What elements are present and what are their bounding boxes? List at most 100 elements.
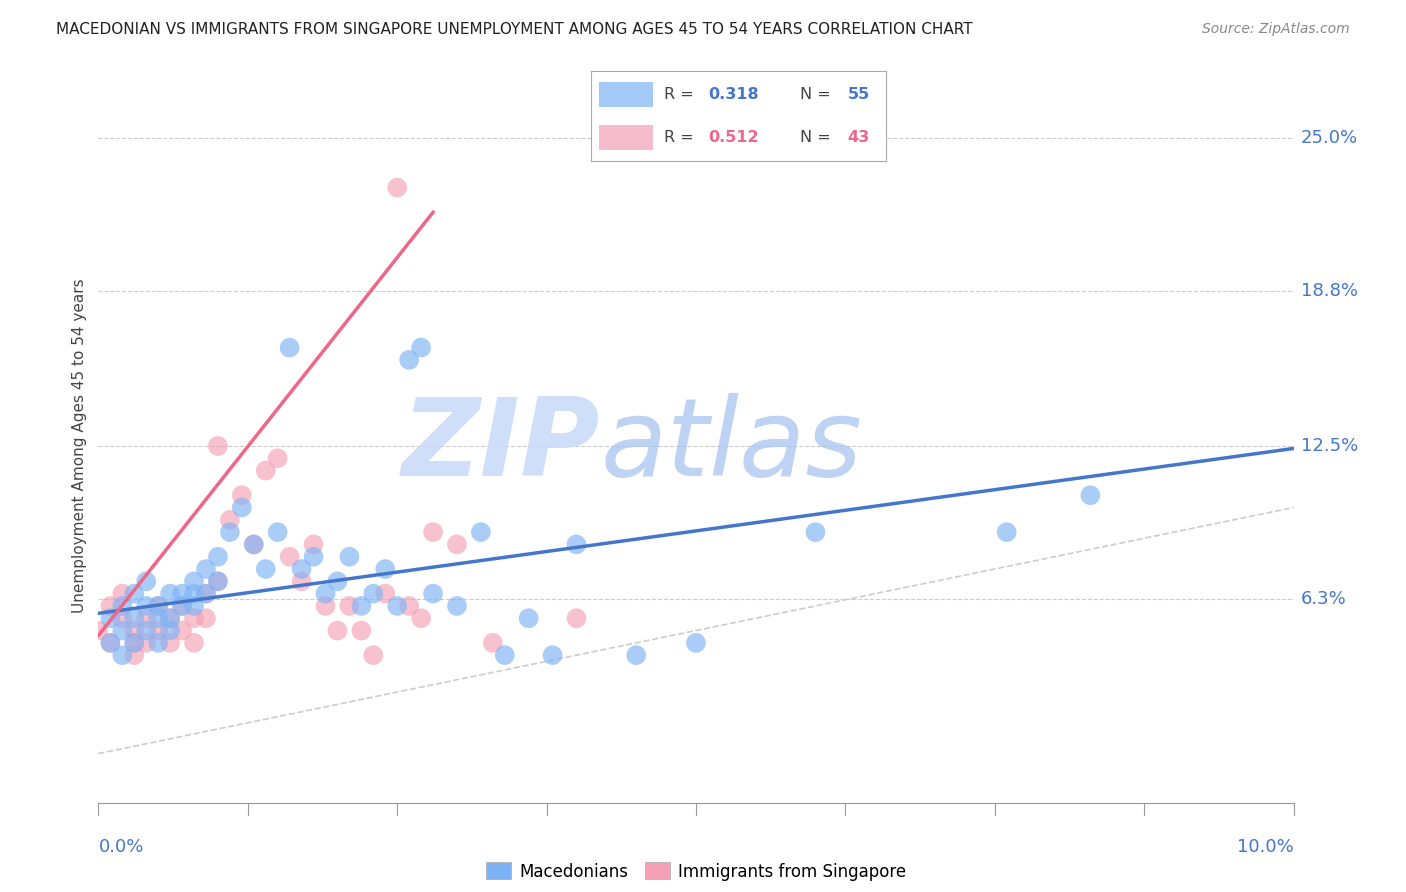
Point xyxy=(207,574,229,589)
Point xyxy=(135,599,157,613)
Point xyxy=(302,537,325,551)
Point xyxy=(194,611,218,625)
Text: N =: N = xyxy=(800,87,837,102)
Point xyxy=(254,562,277,576)
Point xyxy=(183,599,205,613)
Point xyxy=(350,599,373,613)
Point xyxy=(398,599,420,613)
Point xyxy=(278,341,301,355)
Y-axis label: Unemployment Among Ages 45 to 54 years: Unemployment Among Ages 45 to 54 years xyxy=(72,278,87,614)
Point xyxy=(254,464,277,478)
Point xyxy=(374,562,396,576)
Text: 43: 43 xyxy=(848,130,870,145)
Point xyxy=(135,624,157,638)
Point xyxy=(172,624,194,638)
Point xyxy=(624,648,647,662)
Point xyxy=(183,587,205,601)
Point xyxy=(278,549,301,564)
Text: Source: ZipAtlas.com: Source: ZipAtlas.com xyxy=(1202,22,1350,37)
Point xyxy=(315,587,337,601)
Point xyxy=(363,587,385,601)
Point xyxy=(159,636,181,650)
Point xyxy=(267,525,290,540)
Point xyxy=(124,636,146,650)
Text: 6.3%: 6.3% xyxy=(1301,590,1347,607)
Text: ZIP: ZIP xyxy=(402,393,600,499)
Text: atlas: atlas xyxy=(600,393,862,499)
Text: 0.0%: 0.0% xyxy=(98,838,143,856)
Point xyxy=(194,587,218,601)
Point xyxy=(172,599,194,613)
Text: 18.8%: 18.8% xyxy=(1301,282,1358,300)
Bar xyxy=(599,125,652,150)
Point xyxy=(422,525,444,540)
Point xyxy=(207,574,229,589)
Point xyxy=(995,525,1018,540)
Point xyxy=(124,587,146,601)
Text: R =: R = xyxy=(665,130,699,145)
Point xyxy=(159,587,181,601)
Point xyxy=(411,341,433,355)
Point xyxy=(326,574,349,589)
Point xyxy=(363,648,385,662)
Text: N =: N = xyxy=(800,130,837,145)
Point xyxy=(124,636,146,650)
Point xyxy=(135,611,157,625)
Point xyxy=(219,513,242,527)
Point xyxy=(267,451,290,466)
Point xyxy=(98,611,122,625)
Point xyxy=(339,599,360,613)
Point xyxy=(302,549,325,564)
Point xyxy=(172,599,194,613)
Point xyxy=(148,611,170,625)
Point xyxy=(804,525,827,540)
Point xyxy=(565,537,588,551)
Point xyxy=(183,611,205,625)
Point xyxy=(494,648,516,662)
Point xyxy=(517,611,540,625)
Point xyxy=(685,636,707,650)
Point xyxy=(207,439,229,453)
Point xyxy=(398,352,420,367)
Point xyxy=(183,574,205,589)
Point xyxy=(98,636,122,650)
Point xyxy=(350,624,373,638)
Point xyxy=(315,599,337,613)
Point xyxy=(231,500,253,515)
Point xyxy=(148,624,170,638)
Point xyxy=(111,624,134,638)
Point xyxy=(385,599,409,613)
Point xyxy=(159,611,181,625)
Point xyxy=(422,587,444,601)
Point xyxy=(194,587,218,601)
Point xyxy=(243,537,266,551)
Point xyxy=(111,611,134,625)
Legend: Macedonians, Immigrants from Singapore: Macedonians, Immigrants from Singapore xyxy=(479,855,912,888)
Text: 25.0%: 25.0% xyxy=(1301,129,1358,147)
Text: 0.512: 0.512 xyxy=(709,130,759,145)
Point xyxy=(470,525,492,540)
Point xyxy=(183,636,205,650)
Point xyxy=(159,624,181,638)
Text: 0.318: 0.318 xyxy=(709,87,759,102)
Point xyxy=(148,636,170,650)
Point xyxy=(124,648,146,662)
Text: 10.0%: 10.0% xyxy=(1237,838,1294,856)
Point xyxy=(243,537,266,551)
Point xyxy=(385,180,409,194)
Point xyxy=(411,611,433,625)
Point xyxy=(124,611,146,625)
Point xyxy=(565,611,588,625)
Point xyxy=(290,562,312,576)
Text: 55: 55 xyxy=(848,87,870,102)
Point xyxy=(111,648,134,662)
Point xyxy=(446,537,468,551)
Point xyxy=(87,624,110,638)
Point xyxy=(124,624,146,638)
Point xyxy=(98,599,122,613)
Point xyxy=(111,599,134,613)
Point xyxy=(219,525,242,540)
Bar xyxy=(599,82,652,107)
Text: R =: R = xyxy=(665,87,699,102)
Point xyxy=(135,636,157,650)
